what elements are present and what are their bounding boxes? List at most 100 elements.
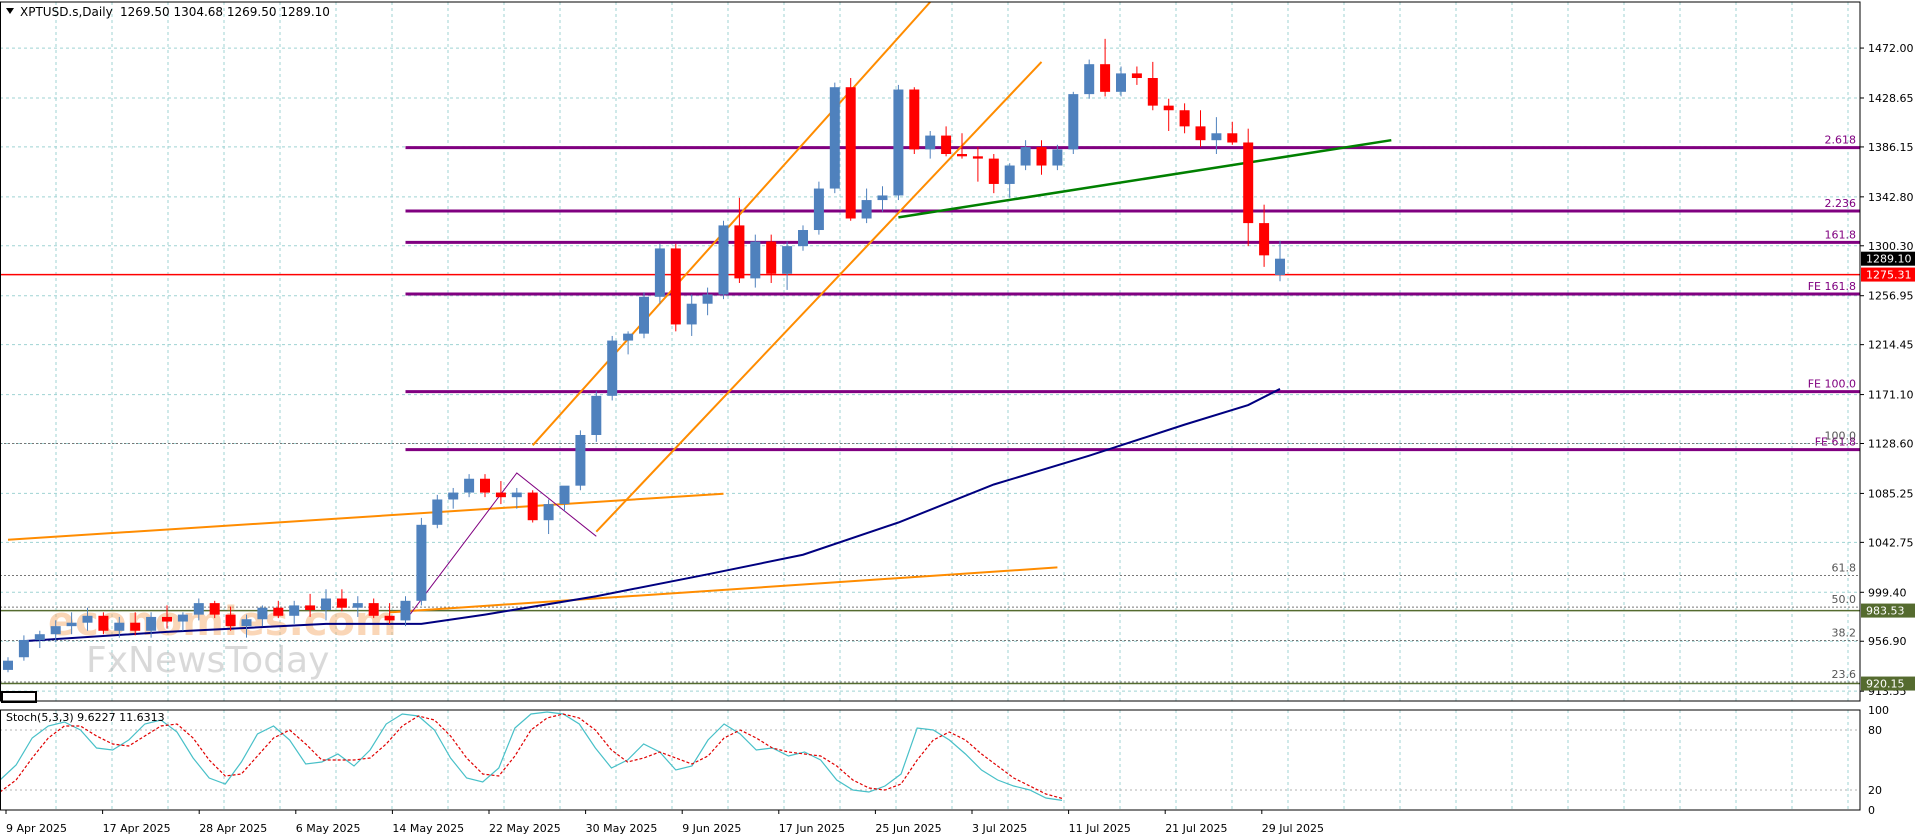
symbol-label: XPTUSD.s,Daily	[20, 5, 113, 19]
candle	[1020, 140, 1031, 171]
candle	[50, 620, 61, 643]
date-tick-label: 30 May 2025	[586, 822, 658, 835]
price-tag: 920.15	[1861, 676, 1915, 691]
candle	[98, 612, 109, 635]
candle-body	[798, 230, 808, 247]
stoch-pane-frame	[0, 709, 1861, 811]
candle	[702, 287, 713, 316]
candle	[1052, 144, 1063, 171]
candle	[1243, 128, 1254, 247]
retrace-label: 38.2	[1832, 627, 1857, 640]
price-tag: 1289.10	[1861, 251, 1915, 266]
candle-body	[861, 200, 872, 219]
candle	[352, 596, 363, 617]
candle-body	[480, 478, 490, 493]
ohlc-values: 1269.50 1304.68 1269.50 1289.10	[120, 5, 330, 19]
fib-label: FE 100.0	[1808, 378, 1856, 391]
fib-label: FE 161.8	[1808, 280, 1856, 293]
candle	[925, 130, 936, 159]
candle-body	[50, 626, 61, 635]
candle	[289, 600, 300, 624]
price-tick-label: 1256.95	[1868, 290, 1914, 303]
candle-body	[702, 294, 713, 304]
candle-body	[654, 248, 665, 297]
stoch-tick-label: 80	[1868, 724, 1882, 737]
candle	[766, 234, 777, 283]
price-tag-label: 983.53	[1866, 605, 1905, 618]
candle	[66, 612, 77, 635]
candle-body	[813, 188, 824, 231]
candle-body	[1036, 147, 1047, 166]
stoch-d-line	[0, 713, 1063, 799]
candle	[1211, 117, 1222, 155]
candle-body	[941, 135, 952, 155]
price-tick-label: 1300.30	[1868, 240, 1914, 253]
candle	[591, 391, 602, 442]
candle-body	[336, 598, 347, 608]
candle-body	[305, 605, 316, 611]
candle	[893, 84, 904, 201]
date-tick-label: 3 Jul 2025	[972, 822, 1027, 835]
candle-body	[257, 607, 268, 620]
candle-body	[591, 395, 602, 435]
candle	[1004, 163, 1015, 198]
candle	[623, 331, 634, 355]
candle-body	[766, 241, 777, 274]
candle	[384, 603, 395, 624]
price-tag-bg	[1861, 267, 1915, 282]
candle	[543, 499, 554, 535]
price-tag-bg	[1861, 251, 1915, 266]
candle	[448, 487, 459, 509]
price-tag: 1275.31	[1861, 267, 1915, 282]
candle-body	[925, 135, 936, 150]
price-tick-label: 1342.80	[1868, 191, 1914, 204]
candle	[336, 589, 347, 612]
channel-line	[7, 492, 724, 541]
watermark: economies.com FxNewsToday	[48, 599, 397, 681]
date-tick-label: 9 Jun 2025	[682, 822, 741, 835]
price-tag-label: 920.15	[1866, 678, 1905, 691]
price-grid	[0, 2, 1860, 701]
candle	[972, 147, 983, 182]
candle	[162, 605, 172, 629]
candle-body	[1211, 133, 1222, 141]
candle	[670, 243, 681, 332]
candle	[941, 126, 952, 157]
candle	[607, 335, 618, 401]
price-tag: 983.53	[1861, 603, 1915, 618]
date-tick-label: 29 Jul 2025	[1262, 822, 1324, 835]
candle-body	[829, 87, 840, 189]
candle-body	[607, 340, 618, 396]
price-tag-bg	[1861, 676, 1915, 691]
candle	[114, 616, 125, 638]
candle	[829, 82, 840, 194]
price-tick-label: 999.40	[1868, 586, 1907, 599]
candle-body	[1068, 94, 1079, 150]
stoch-tick-label: 20	[1868, 784, 1882, 797]
channel-line	[595, 61, 1043, 533]
candle-body	[352, 603, 363, 608]
candle	[495, 481, 506, 505]
candle-body	[400, 600, 411, 621]
date-tick-label: 17 Apr 2025	[103, 822, 171, 835]
candle-body	[1052, 149, 1063, 166]
candle-body	[18, 639, 29, 658]
price-tick-label: 1085.25	[1868, 487, 1914, 500]
watermark-bottom: FxNewsToday	[86, 640, 329, 681]
moving-average-line	[23, 388, 1281, 643]
candle-body	[909, 89, 920, 150]
date-tick-label: 17 Jun 2025	[779, 822, 845, 835]
candle-body	[98, 615, 109, 631]
stoch-grid	[0, 710, 1860, 810]
candle-body	[114, 622, 125, 631]
candle	[1195, 110, 1206, 148]
candle	[511, 487, 522, 509]
candle-body	[34, 634, 45, 640]
candle-body	[289, 605, 300, 616]
candle	[193, 598, 204, 621]
candle-body	[639, 296, 649, 334]
candle	[1259, 204, 1270, 267]
scroll-marker[interactable]	[1, 691, 37, 703]
dropdown-triangle-icon[interactable]	[6, 8, 14, 14]
